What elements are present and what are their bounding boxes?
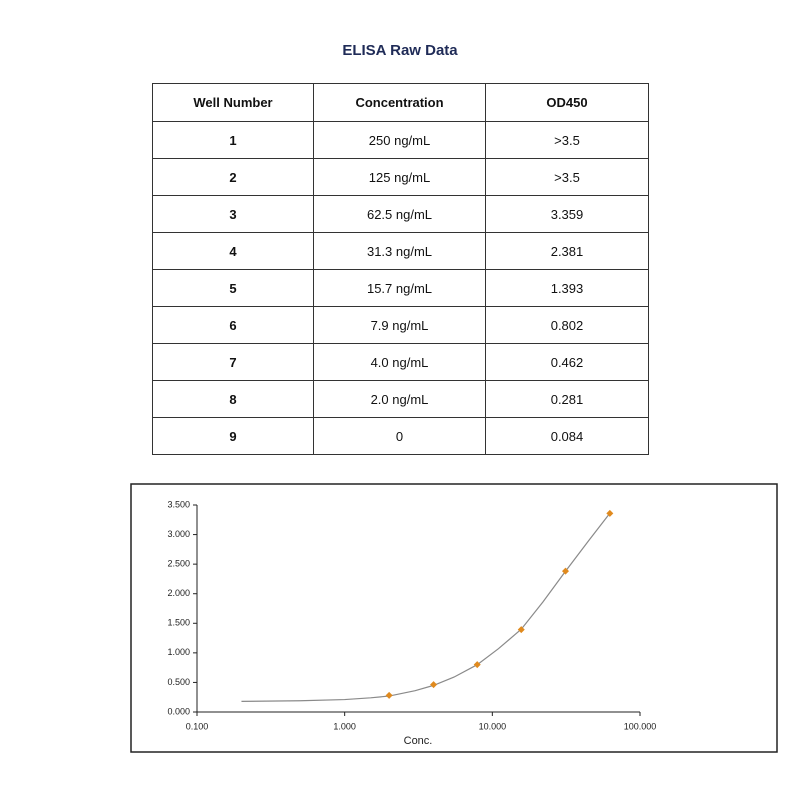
table-cell: 8 — [152, 380, 314, 418]
fit-curve — [241, 512, 611, 702]
table-row: Well Number Concentration OD450 — [152, 83, 649, 122]
table-row: 9 0 0.084 — [152, 417, 649, 455]
table-cell: 0.084 — [485, 417, 649, 455]
x-tick-label: 1.000 — [333, 721, 356, 731]
y-tick-label: 1.000 — [167, 647, 190, 657]
data-point — [430, 681, 438, 689]
x-tick-label: 100.000 — [624, 721, 657, 731]
table-cell: 9 — [152, 417, 314, 455]
x-tick-label: 10.000 — [479, 721, 507, 731]
x-axis-label: Conc. — [404, 735, 433, 747]
table-cell: 6 — [152, 306, 314, 344]
table-cell: 31.3 ng/mL — [313, 232, 486, 270]
data-point — [473, 661, 481, 669]
y-tick-label: 2.000 — [167, 588, 190, 598]
table-cell: 4.0 ng/mL — [313, 343, 486, 381]
table-cell: 250 ng/mL — [313, 121, 486, 159]
x-tick-label: 0.100 — [186, 721, 209, 731]
table-cell: 0.802 — [485, 306, 649, 344]
table-cell: 0 — [313, 417, 486, 455]
table-row: 4 31.3 ng/mL 2.381 — [152, 232, 649, 270]
table-cell: Well Number — [152, 83, 314, 122]
title: ELISA Raw Data — [342, 42, 458, 59]
chart-frame — [130, 483, 778, 753]
table-row: 5 15.7 ng/mL 1.393 — [152, 269, 649, 307]
table-cell: 2.381 — [485, 232, 649, 270]
data-point — [517, 626, 525, 634]
table-cell: Concentration — [313, 83, 486, 122]
table-cell: OD450 — [485, 83, 649, 122]
table-row: 7 4.0 ng/mL 0.462 — [152, 343, 649, 381]
y-tick-label: 1.500 — [167, 618, 190, 628]
y-tick-label: 0.500 — [167, 677, 190, 687]
table-cell: 5 — [152, 269, 314, 307]
data-point — [385, 691, 393, 699]
table-row: 6 7.9 ng/mL 0.802 — [152, 306, 649, 344]
y-tick-label: 2.500 — [167, 559, 190, 569]
y-tick-label: 3.500 — [167, 499, 190, 509]
table-cell: 3.359 — [485, 195, 649, 233]
data-point — [562, 567, 570, 575]
data-point — [606, 509, 614, 517]
table-cell: 0.462 — [485, 343, 649, 381]
table-cell: 62.5 ng/mL — [313, 195, 486, 233]
table-row: 2 125 ng/mL >3.5 — [152, 158, 649, 196]
y-tick-label: 3.000 — [167, 529, 190, 539]
table-cell: 1 — [152, 121, 314, 159]
y-tick-label: 0.000 — [167, 706, 190, 716]
table-cell: 125 ng/mL — [313, 158, 486, 196]
table-row: 1 250 ng/mL >3.5 — [152, 121, 649, 159]
data-table: Well Number Concentration OD450 1 250 ng/mL >… — [152, 83, 649, 455]
table-cell: 2 — [152, 158, 314, 196]
table-row: 3 62.5 ng/mL 3.359 — [152, 195, 649, 233]
table-cell: 7 — [152, 343, 314, 381]
